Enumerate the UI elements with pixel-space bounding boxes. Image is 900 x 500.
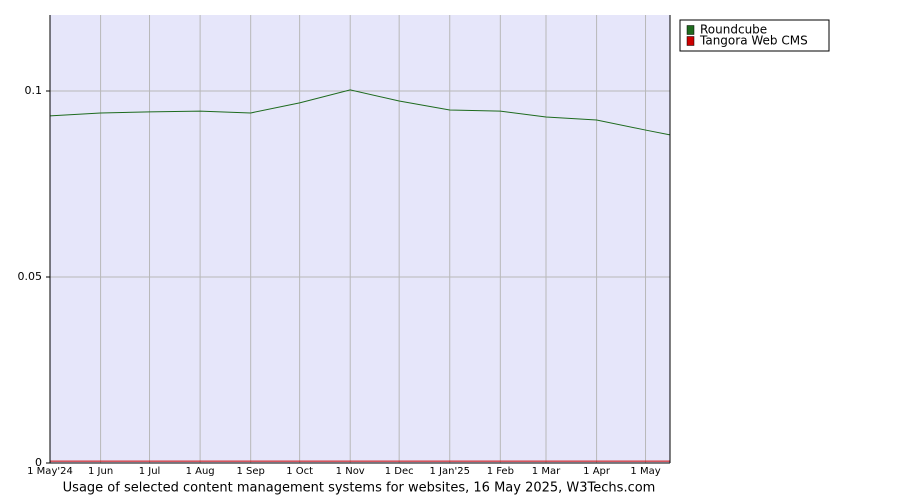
y-tick-label: 0.05 [18, 270, 43, 283]
lines [49, 89, 671, 462]
x-tick-label: 1 Sep [236, 466, 264, 477]
x-tick-label: 1 Jan'25 [430, 466, 470, 477]
x-tick-label: 1 Nov [336, 466, 365, 477]
x-tick-label: 1 May [630, 466, 660, 477]
legend-swatch [686, 36, 695, 46]
legend-label: Roundcube [700, 23, 767, 37]
series-line [49, 89, 671, 136]
x-tick-label: 1 Jun [88, 466, 113, 477]
x-tick-label: 1 Jul [139, 466, 161, 477]
x-tick-label: 1 Aug [186, 466, 215, 477]
x-tick-label: 1 Feb [487, 466, 514, 477]
legend-swatch [686, 25, 695, 35]
y-tick-label: 0.1 [25, 84, 43, 97]
x-tick-label: 1 Dec [385, 466, 414, 477]
x-tick-label: 1 Mar [532, 466, 561, 477]
chart-title: Usage of selected content management sys… [63, 481, 656, 496]
y-tick-label: 0 [35, 456, 42, 469]
legend-label: Tangora Web CMS [699, 34, 808, 48]
plot-background [50, 15, 670, 463]
legend [679, 19, 830, 52]
x-tick-label: 1 Oct [286, 466, 313, 477]
x-tick-label: 1 May'24 [27, 466, 73, 477]
x-tick-label: 1 Apr [583, 466, 611, 477]
grid [50, 15, 670, 463]
